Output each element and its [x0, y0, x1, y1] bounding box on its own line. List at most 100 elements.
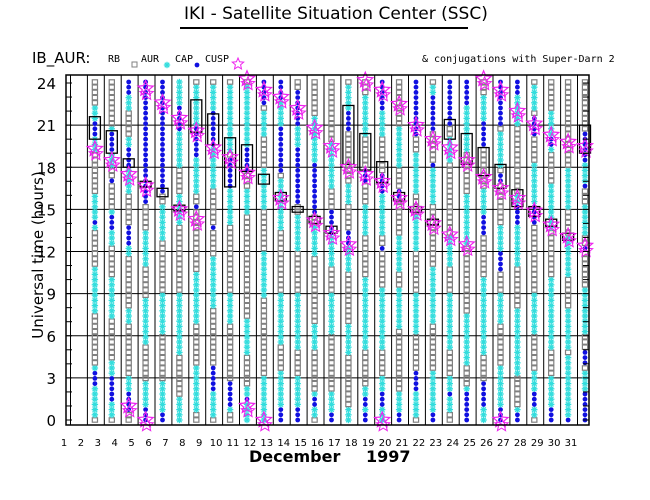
rb-point — [395, 172, 403, 179]
rb-point — [564, 89, 572, 96]
aur-point — [531, 94, 538, 101]
rb-point — [311, 380, 318, 387]
rb-point — [497, 167, 504, 174]
rb-point — [446, 172, 454, 179]
cap-point — [278, 168, 284, 173]
rb-point — [379, 240, 386, 247]
cusp-star — [271, 188, 290, 206]
rb-point — [108, 318, 115, 325]
cap-point — [498, 251, 503, 256]
cap-point — [379, 402, 385, 407]
cap-point — [295, 121, 301, 126]
rb-point — [429, 349, 437, 356]
rb-point — [379, 349, 386, 356]
day-column-24 — [457, 79, 476, 423]
rb-point — [176, 276, 183, 283]
rb-point — [446, 266, 454, 273]
cap-point — [295, 147, 301, 153]
rb-point — [581, 84, 589, 91]
cap-point — [295, 178, 301, 184]
cap-point — [582, 396, 588, 402]
cap-point — [329, 220, 334, 225]
aur-point — [108, 359, 115, 366]
rb-point — [497, 204, 504, 210]
cap-point — [481, 396, 486, 402]
aur-point — [463, 312, 470, 320]
rb-point — [210, 339, 217, 345]
aur-point — [463, 349, 470, 356]
rb-point — [311, 365, 318, 371]
rb-point — [210, 308, 217, 314]
rb-point — [210, 230, 217, 236]
cap-point — [227, 386, 233, 392]
cap-point — [447, 105, 453, 111]
rb-point — [142, 224, 149, 231]
aur-point — [91, 266, 99, 273]
rb-point — [429, 339, 437, 345]
rb-point — [514, 131, 521, 137]
rb-point — [243, 261, 251, 267]
rb-point — [412, 276, 420, 283]
x-tick-label: 17 — [328, 438, 341, 449]
aur-point — [362, 115, 369, 122]
day-column-22 — [423, 79, 442, 423]
rb-point — [210, 323, 217, 330]
cap-point — [227, 402, 233, 407]
rb-point — [564, 131, 572, 137]
rb-point — [362, 375, 369, 382]
cap-point — [346, 121, 351, 126]
aur-point — [243, 110, 251, 117]
cusp-star — [373, 410, 392, 428]
cap-point — [498, 173, 503, 179]
aur-point — [514, 328, 521, 335]
cap-point — [498, 110, 503, 116]
aur-point — [446, 375, 453, 382]
rb-point — [243, 297, 251, 304]
cap-point — [582, 412, 588, 418]
rb-point — [463, 365, 470, 371]
x-tick-label: 3 — [95, 438, 101, 449]
aur-point — [497, 292, 504, 299]
rb-point — [412, 349, 420, 356]
aur-point — [429, 188, 437, 195]
rb-point — [108, 183, 115, 189]
rb-point — [581, 261, 589, 267]
cusp-star — [542, 215, 561, 233]
rb-point — [142, 360, 149, 366]
aur-point — [226, 104, 234, 112]
cusp-star — [474, 69, 493, 87]
day-column-29 — [542, 79, 561, 423]
rb-point — [311, 302, 318, 309]
rb-point — [531, 417, 538, 423]
y-tick-label: 12 — [37, 244, 56, 262]
cusp-star — [240, 75, 256, 91]
rb-point — [446, 198, 454, 205]
cusp-star — [510, 194, 527, 210]
rb-point — [345, 136, 352, 143]
cusp-star — [240, 169, 256, 185]
rb-point — [446, 276, 454, 283]
rb-point — [125, 131, 132, 137]
cap-point — [278, 147, 284, 153]
rb-point — [210, 204, 217, 210]
aur-point — [564, 401, 572, 408]
cusp-star — [237, 69, 257, 87]
cap-point — [515, 417, 520, 423]
rb-point — [125, 115, 132, 122]
aur-point — [193, 364, 200, 372]
cap-point — [481, 225, 486, 231]
rb-point — [91, 339, 99, 345]
rb-point — [328, 360, 335, 366]
rb-point — [564, 297, 572, 304]
cap-point — [312, 173, 317, 179]
aur-point — [395, 234, 403, 242]
rb-point — [446, 214, 454, 221]
cusp-star — [390, 188, 409, 206]
rb-point — [159, 287, 166, 293]
rb-point — [514, 271, 521, 278]
rb-point — [345, 152, 352, 158]
rb-point — [193, 349, 200, 356]
rb-point — [311, 79, 318, 85]
aur-point — [395, 255, 403, 262]
cusp-star — [491, 80, 510, 98]
